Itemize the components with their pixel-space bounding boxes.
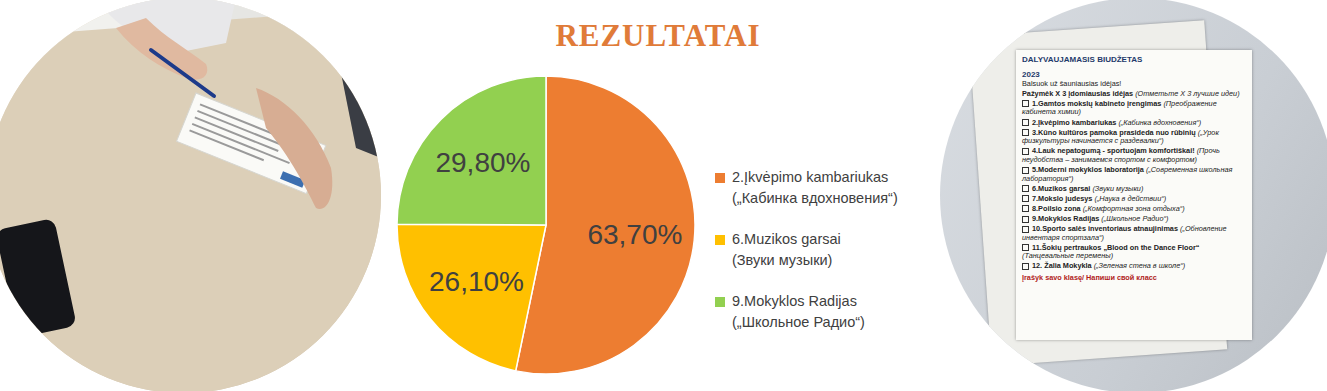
- pie: [397, 76, 695, 374]
- checkbox: [1022, 226, 1029, 233]
- item-label: 7.Mokslo judesys: [1032, 194, 1092, 203]
- legend-label: („Кабинка вдохновения“): [732, 190, 898, 206]
- item-label: 8.Poilsio zona: [1032, 204, 1081, 213]
- item-translation: (Звуки музыки): [1092, 184, 1143, 193]
- checkbox: [1022, 119, 1029, 126]
- ballot-footer: Įrašyk savo klasę/ Напиши свой класс: [1022, 274, 1246, 283]
- checkbox: [1022, 195, 1029, 202]
- ballot-item: 6.Muzikos garsai (Звуки музыки): [1022, 185, 1246, 194]
- item-label: 11.Šokių pertraukos „Blood on the Dance …: [1032, 243, 1199, 252]
- ballot-item: 3.Kūno kultūros pamoka prasideda nuo rūb…: [1022, 129, 1246, 146]
- item-label: 12. Žalia Mokykla: [1032, 261, 1092, 270]
- ballot-item: 2.Įkvėpimo kambariukas („Кабинка вдохнов…: [1022, 119, 1246, 128]
- table: [0, 8, 381, 391]
- ballot-item: 10.Sporto salės inventoriaus atnaujinima…: [1022, 225, 1246, 242]
- photo-voting: [0, 0, 381, 391]
- ballot-item: 5.Moderni mokyklos laboratorija („Соврем…: [1022, 166, 1246, 183]
- ballot-header: DALYVAUJAMASIS BIUDŽETAS: [1022, 56, 1246, 65]
- ballot-item: 7.Mokslo judesys („Наука в действии“): [1022, 195, 1246, 204]
- legend-swatch: [715, 173, 725, 183]
- photo-ballots: DALYVAUJAMASIS BIUDŽETAS 2023Balsuok už š…: [940, 0, 1327, 391]
- checkbox: [1022, 129, 1029, 136]
- checkbox: [1022, 148, 1029, 155]
- item-label: 9.Mokyklos Radijas: [1032, 214, 1099, 223]
- checkbox: [1022, 185, 1029, 192]
- pie-slice: [397, 224, 546, 371]
- ballot-call: Balsuok už šauniausias idėjas!: [1022, 80, 1246, 89]
- ballot-year: 2023: [1022, 71, 1246, 80]
- legend-swatch: [715, 235, 725, 245]
- item-translation: (Танцевальные перемены): [1022, 251, 1113, 260]
- ballot-item: 4.Lauk nepatogumą - sportuojam komfortiš…: [1022, 147, 1246, 164]
- ballot-instruction: Pažymėk X 3 įdomiausias idėjas (Отметьте…: [1022, 90, 1246, 99]
- item-translation: („Школьное Радио“): [1101, 214, 1168, 223]
- item-label: 1.Gamtos mokslų kabineto įrengimas: [1032, 99, 1161, 108]
- sleeve-dark: [326, 0, 381, 158]
- ballot-item: 1.Gamtos mokslų kabineto įrengimas (Прео…: [1022, 100, 1246, 117]
- chart-title: REZULTATAI: [555, 18, 760, 53]
- hand-holding: [256, 88, 332, 209]
- item-label: 4.Lauk nepatogumą - sportuojam komfortiš…: [1032, 146, 1195, 155]
- item-translation: („Зеленая стена в школе“): [1094, 261, 1185, 270]
- legend-label: (Звуки музыки): [732, 252, 832, 268]
- item-label: 6.Muzikos garsai: [1032, 184, 1090, 193]
- instruction-translation: (Отметьте X 3 лучшие идеи): [1135, 89, 1239, 98]
- checkbox: [1022, 244, 1029, 251]
- ballot-item: 8.Poilsio zona („Комфортная зона отдыха“…: [1022, 205, 1246, 214]
- item-label: 10.Sporto salės inventoriaus atnaujinima…: [1032, 224, 1178, 233]
- ballot: DALYVAUJAMASIS BIUDŽETAS 2023Balsuok už š…: [1016, 50, 1252, 340]
- hand-writing: [116, 18, 207, 80]
- item-label: 3.Kūno kultūros pamoka prasideda nuo rūb…: [1032, 128, 1196, 137]
- legend-label: 2.Įkvėpimo kambariukas: [732, 169, 888, 185]
- checkbox: [1022, 263, 1029, 270]
- checkbox: [1022, 216, 1029, 223]
- pen: [151, 50, 214, 96]
- checkbox: [1022, 205, 1029, 212]
- data-label: 26,10%: [429, 266, 524, 297]
- ballot-item: 11.Šokių pertraukos „Blood on the Dance …: [1022, 244, 1246, 261]
- checkbox: [1022, 100, 1029, 107]
- data-labels: 63,70% 26,10% 29,80%: [429, 147, 682, 298]
- item-label: 2.Įkvėpimo kambariukas: [1032, 118, 1116, 127]
- data-label: 29,80%: [435, 147, 530, 178]
- pie-slice: [397, 76, 546, 225]
- data-label: 63,70%: [587, 219, 682, 250]
- legend-label: 6.Muzikos garsai: [732, 231, 841, 247]
- photo-scene: [0, 0, 381, 391]
- ballot-item: 9.Mokyklos Radijas („Школьное Радио“): [1022, 215, 1246, 224]
- instruction-text: Pažymėk X 3 įdomiausias idėjas: [1022, 89, 1133, 98]
- legend-label: („Школьное Радио“): [732, 314, 865, 330]
- legend-label: 9.Mokyklos Radijas: [732, 293, 857, 309]
- chart: REZULTATAI 63,70% 26,10% 29,80% 2.Įkvėpimo k…: [0, 0, 1327, 391]
- ballot-item: 12. Žalia Mokykla („Зеленая стена в школ…: [1022, 262, 1246, 271]
- item-label: 5.Moderni mokyklos laboratorija: [1032, 165, 1144, 174]
- checkbox: [1022, 167, 1029, 174]
- item-translation: („Комфортная зона отдыха“): [1083, 204, 1185, 213]
- legend: 2.Įkvėpimo kambariukas („Кабинка вдохнове…: [715, 169, 898, 330]
- legend-swatch: [715, 297, 725, 307]
- item-translation: („Наука в действии“): [1094, 194, 1166, 203]
- slip-line: [189, 129, 264, 161]
- item-translation: („Кабинка вдохновения“): [1118, 118, 1201, 127]
- phone: [0, 218, 77, 338]
